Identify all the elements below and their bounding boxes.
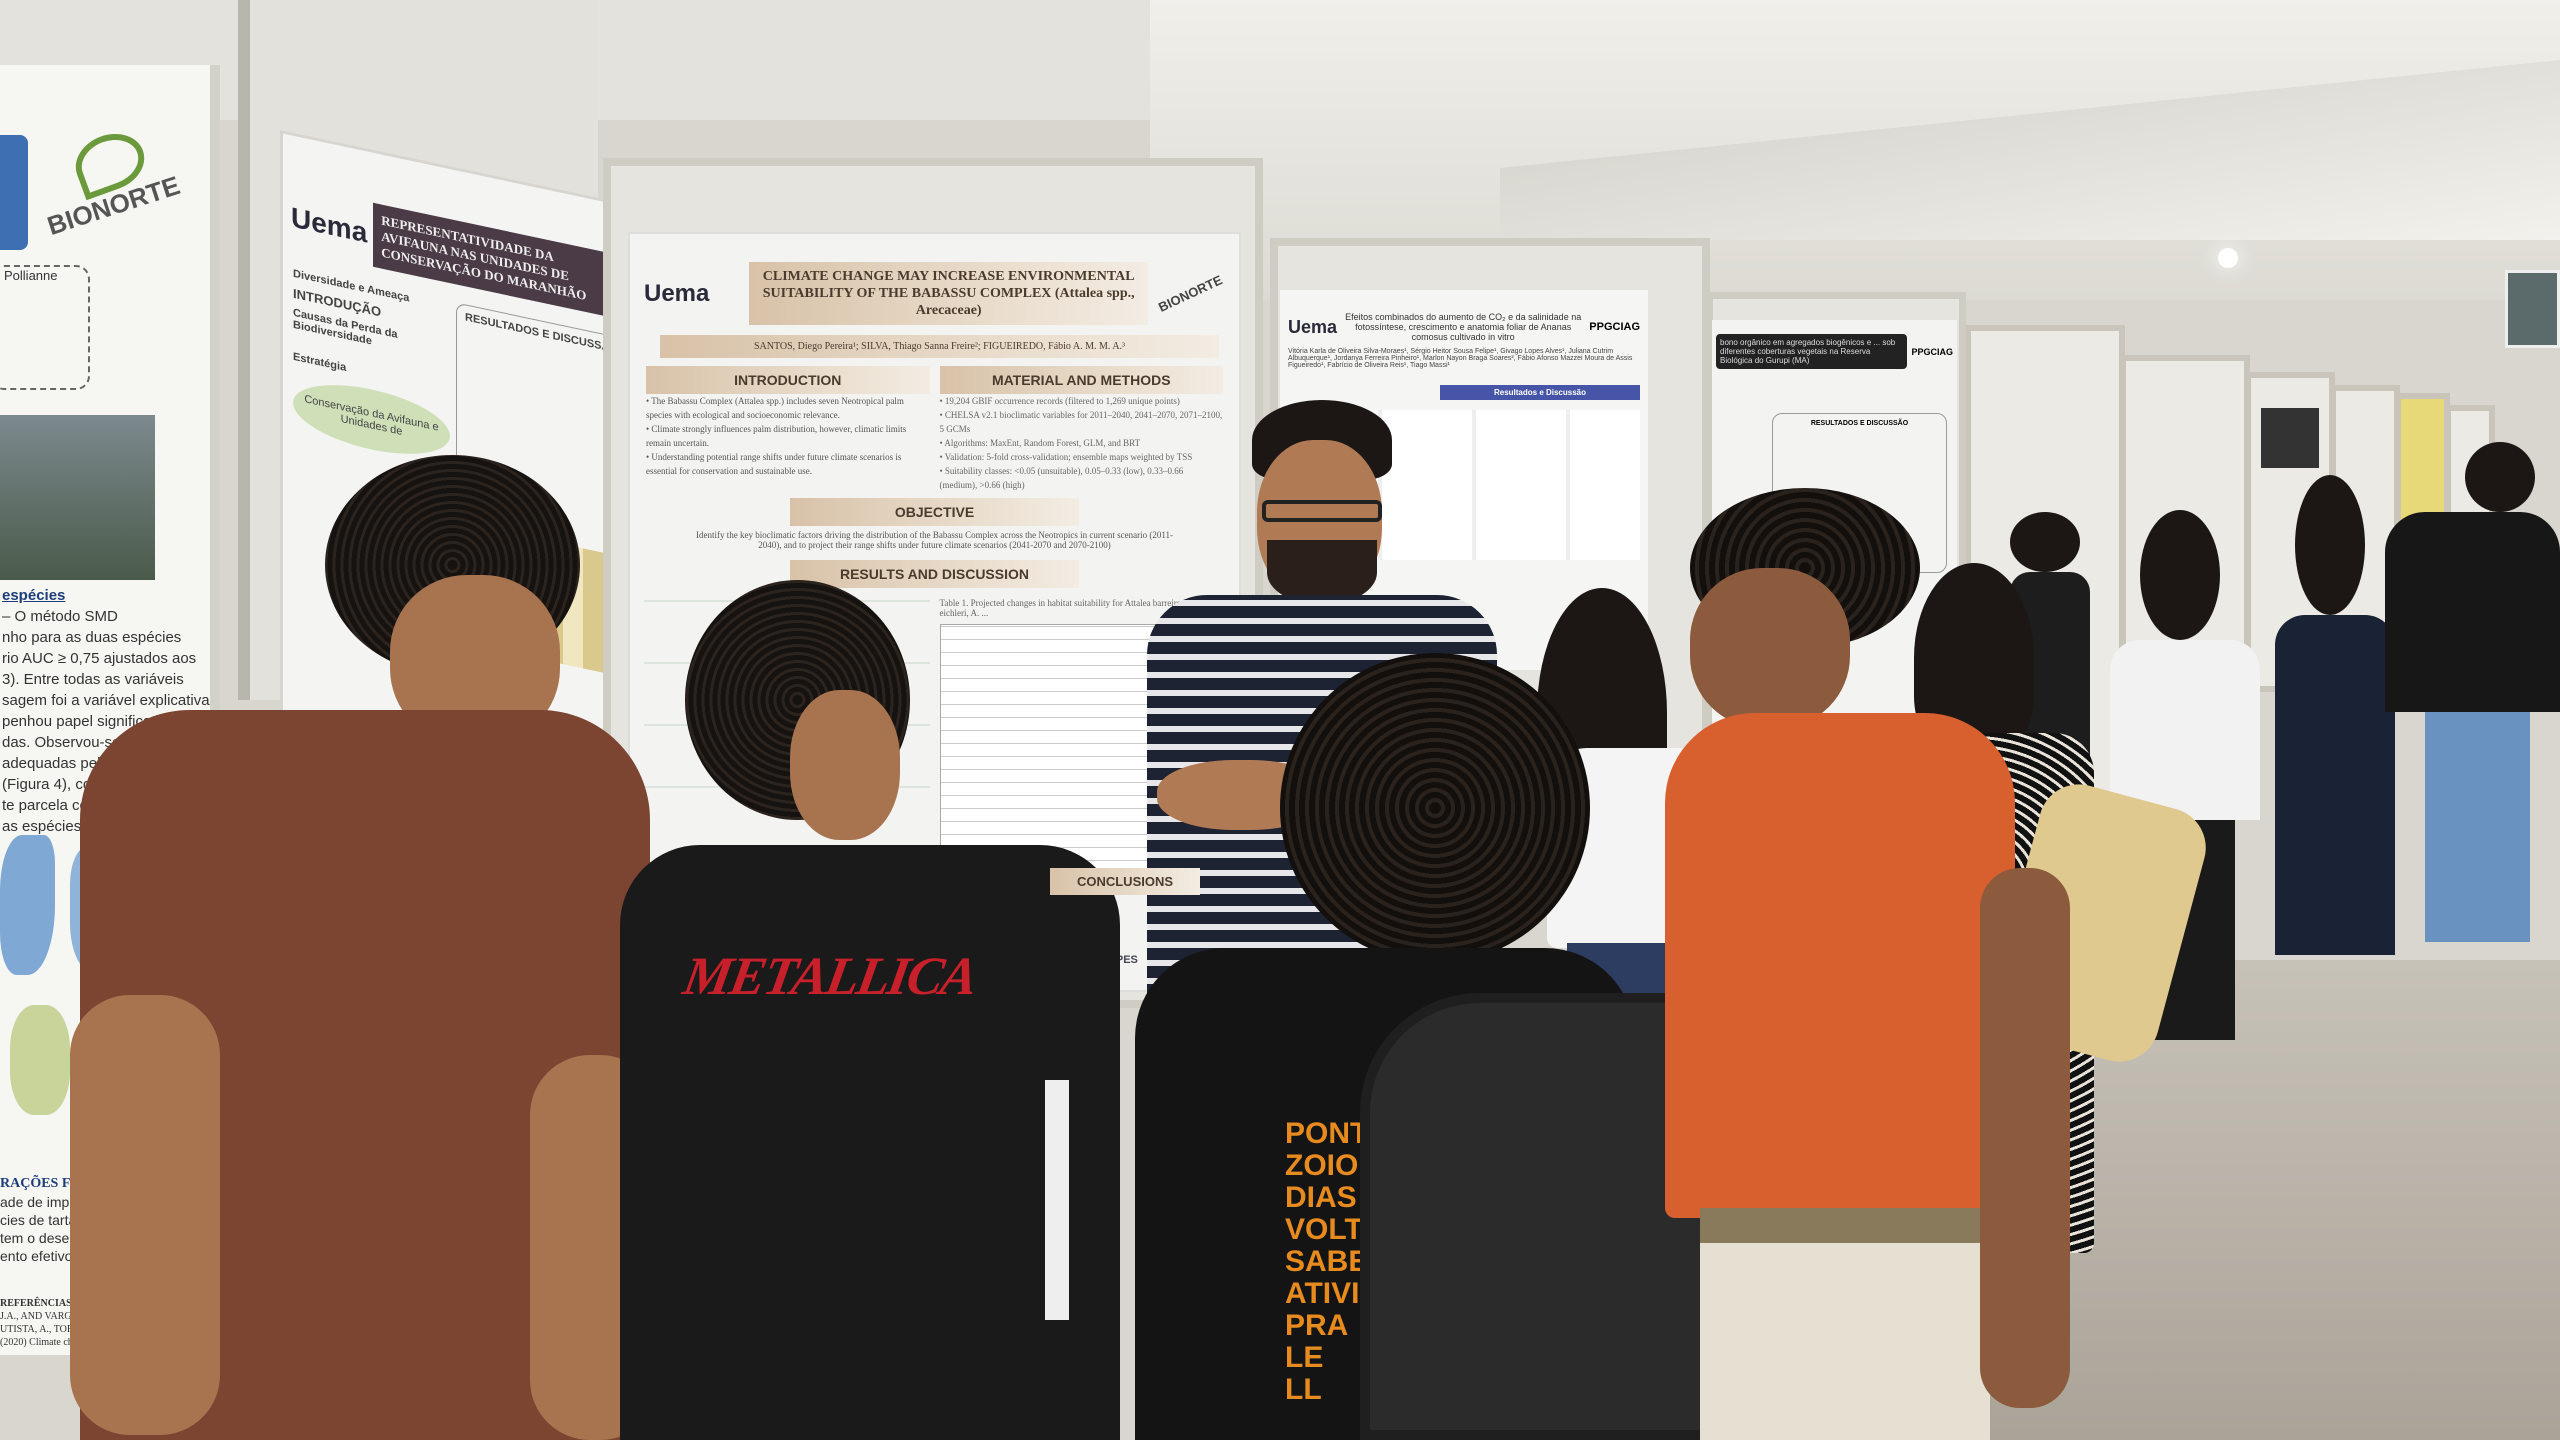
- bullet: • Validation: 5-fold cross-validation; e…: [939, 452, 1193, 462]
- belt: [1700, 1208, 1990, 1248]
- metallica-print: METALLICA: [679, 946, 981, 1006]
- bionorte-logo: BIONORTE: [44, 124, 185, 241]
- person-brown-shirt: [60, 455, 680, 1440]
- text-line: rio AUC ≥ 0,75 ajustados aos: [2, 650, 197, 667]
- orange-shirt: [1665, 713, 2015, 1218]
- bullet: • Suitability classes: <0.05 (unsuitable…: [939, 466, 1184, 490]
- table-caption: Table 1. Projected changes in habitat su…: [939, 598, 1208, 618]
- print-line: LE: [1285, 1341, 1324, 1374]
- conclusions-text: RAÇÕES F ade de imple cies de tartar tem o…: [0, 1175, 210, 1265]
- section-objective: OBJECTIVE: [790, 498, 1079, 526]
- person-orange-shirt: [1660, 488, 2140, 1440]
- reference-line: J.A., AND VARGAS-S: [0, 1311, 94, 1322]
- print-line: LL: [1285, 1373, 1322, 1406]
- bullet: • The Babassu Complex (Attalea spp.) inc…: [646, 396, 904, 420]
- section-methods: MATERIAL AND METHODS: [939, 366, 1223, 394]
- person-distant: [2385, 442, 2560, 952]
- text-line: sagem foi a variável explicativa: [2, 692, 210, 709]
- bullet: • Algorithms: MaxEnt, Random Forest, GLM…: [939, 438, 1141, 448]
- ppgciag-logo: PPGCIAG: [1911, 346, 1953, 357]
- ceiling-light: [2218, 248, 2238, 268]
- author-box: Pollianne: [0, 265, 90, 390]
- section-conclusions: CONCLUSIONS: [1050, 868, 1200, 895]
- beard: [1267, 540, 1377, 605]
- authors: Vitória Karla de Oliveira Silva-Moraes¹,…: [1288, 348, 1633, 369]
- section-introduction: INTRODUCTION: [646, 366, 930, 394]
- uema-logo: Uema: [1288, 316, 1338, 337]
- section-results: RESULTS AND DISCUSSION: [790, 560, 1079, 588]
- person-backpack: PONTE ZOIO DE DIAS DE VOLTA SABENS ATIVI PRA LE…: [1135, 653, 1775, 1440]
- bullet: • CHELSA v2.1 bioclimatic variables for …: [939, 410, 1223, 434]
- blue-box: [0, 135, 28, 250]
- reference-line: UTISTA, A., TORRES ÁNG: [0, 1324, 117, 1335]
- uema-logo: Uema: [291, 201, 368, 249]
- reference-line: (2020) Climate change effects: [0, 1337, 121, 1348]
- text-line: cies de tartar: [0, 1212, 81, 1228]
- poster-title: bono orgânico em agregados biogênicos e …: [1716, 334, 1908, 369]
- glasses: [1262, 500, 1382, 522]
- bullet: • 19,204 GBIF occurrence records (filter…: [939, 396, 1180, 406]
- authors: SANTOS, Diego Pereira¹; SILVA, Thiago Sa…: [660, 335, 1219, 358]
- text-line: nho para as duas espécies: [2, 629, 182, 646]
- section-results: Resultados e Discussão: [1440, 385, 1640, 400]
- print-line: PRA: [1285, 1309, 1349, 1342]
- poster-title: Efeitos combinados do aumento de CO₂ e d…: [1345, 312, 1582, 342]
- person-metallica-shirt: METALLICA: [620, 580, 1120, 1440]
- bullet: • Climate strongly influences palm distr…: [646, 424, 907, 448]
- text-line: ade de imple: [0, 1194, 81, 1210]
- photo-strip: [0, 415, 155, 580]
- bionorte-logo: BIONORTE: [1156, 272, 1225, 315]
- objective-text: Identify the key bioclimatic factors dri…: [695, 530, 1174, 550]
- paper-sheet: [1045, 1080, 1069, 1320]
- references: REFERÊNCIAS J.A., AND VARGAS-S UTISTA, A.…: [0, 1297, 210, 1349]
- text-line: 3). Entre todas as variáveis: [2, 671, 184, 688]
- text-line: – O método SMD: [2, 608, 118, 625]
- person-distant: [2255, 475, 2415, 975]
- text-line: tem o desen: [0, 1230, 78, 1246]
- bullet: • Understanding potential range shifts u…: [646, 452, 902, 476]
- uema-logo: Uema: [644, 279, 710, 307]
- text-line: ento efetivo d: [0, 1248, 85, 1264]
- poster-title: CLIMATE CHANGE MAY INCREASE ENVIRONMENTA…: [749, 262, 1149, 325]
- wall-poster-distant: [2505, 270, 2560, 348]
- print-line: ATIVI: [1285, 1277, 1360, 1310]
- ppgciag-logo: PPGCIAG: [1589, 321, 1640, 333]
